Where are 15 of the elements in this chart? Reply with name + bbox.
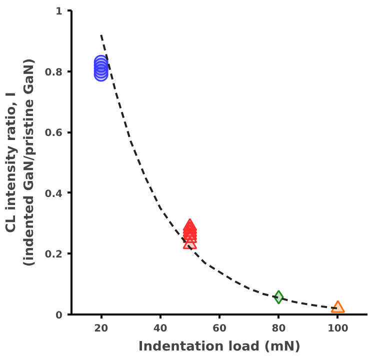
y-tick-label: 0.6: [44, 128, 63, 140]
y-tick-label: 0.2: [44, 250, 63, 261]
x-tick-label: 40: [153, 324, 168, 334]
x-tick-label: 20: [94, 324, 108, 334]
point: [182, 218, 198, 231]
y-tick-label: 0.4: [44, 188, 63, 200]
y-axis-title: CL intensity ratio, I (indented GaN/pristine GaN): [4, 58, 37, 267]
x-tick-label: 100: [327, 324, 348, 334]
point: [94, 54, 108, 70]
x-tick-label: 80: [272, 324, 286, 334]
y-tick-label: 0: [56, 310, 63, 322]
y-tick-label: 1: [56, 6, 63, 18]
x-axis-title: Indentation load (mN): [138, 340, 301, 354]
y-tick-label: 0.8: [44, 67, 63, 78]
x-tick-label: 60: [212, 324, 226, 334]
